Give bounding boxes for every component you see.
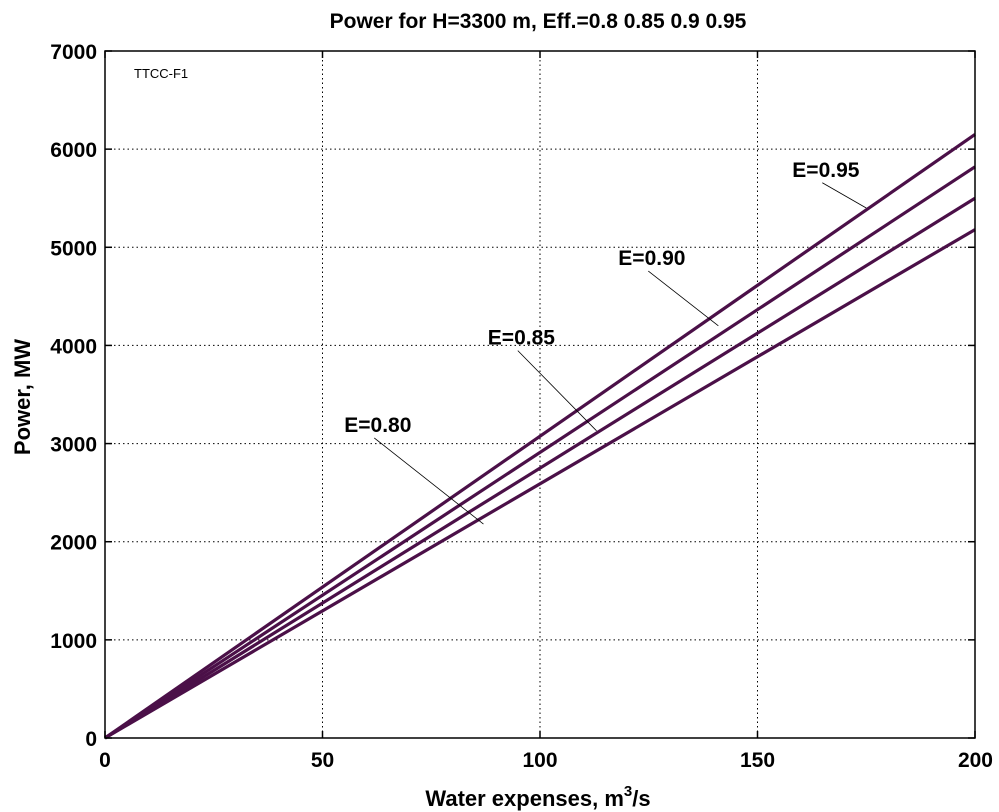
y-tick-label: 1000 <box>50 630 97 653</box>
x-tick-label: 200 <box>958 749 993 772</box>
y-tick-label: 7000 <box>50 41 97 64</box>
x-axis-label-suffix: /s <box>632 786 650 811</box>
y-tick-label: 0 <box>85 728 97 751</box>
plot-area <box>104 133 976 740</box>
x-axis-label: Water expenses, m3/s <box>425 783 650 811</box>
annotations: E=0.80 E=0.85 E=0.90 E=0.95 <box>344 159 867 525</box>
annotation-leader-line <box>822 182 867 209</box>
annotation-leader-line <box>648 270 719 327</box>
x-axis-label-superscript: 3 <box>624 783 632 800</box>
annotation-leader-line <box>374 437 484 525</box>
y-tick-label: 2000 <box>50 532 97 555</box>
ticks: 0 50 100 150 2000100020003000400050006000700… <box>50 41 993 772</box>
y-axis-label: Power, MW <box>10 339 35 455</box>
chart-title: Power for H=3300 m, Eff.=0.8 0.85 0.9 0.… <box>330 10 747 33</box>
x-tick-label: 150 <box>740 749 775 772</box>
y-tick-label: 5000 <box>50 237 97 260</box>
chart-tag: TTCC-F1 <box>134 66 188 81</box>
series-line <box>104 228 976 740</box>
series-line <box>104 133 976 740</box>
grid <box>105 51 975 738</box>
annotation-leader-line <box>517 350 597 432</box>
annotation-label: E=0.85 <box>488 327 555 350</box>
annotation-label: E=0.90 <box>618 247 685 270</box>
annotation-label: E=0.80 <box>344 414 411 437</box>
x-tick-label: 0 <box>99 749 111 772</box>
series-line <box>104 196 976 740</box>
y-tick-label: 6000 <box>50 139 97 162</box>
x-tick-label: 50 <box>311 749 334 772</box>
series-line <box>104 165 976 740</box>
x-axis-label-main: Water expenses, m <box>425 786 624 811</box>
annotation-label: E=0.95 <box>792 159 859 182</box>
y-tick-label: 3000 <box>50 434 97 457</box>
x-tick-label: 100 <box>522 749 557 772</box>
y-tick-label: 4000 <box>50 335 97 358</box>
